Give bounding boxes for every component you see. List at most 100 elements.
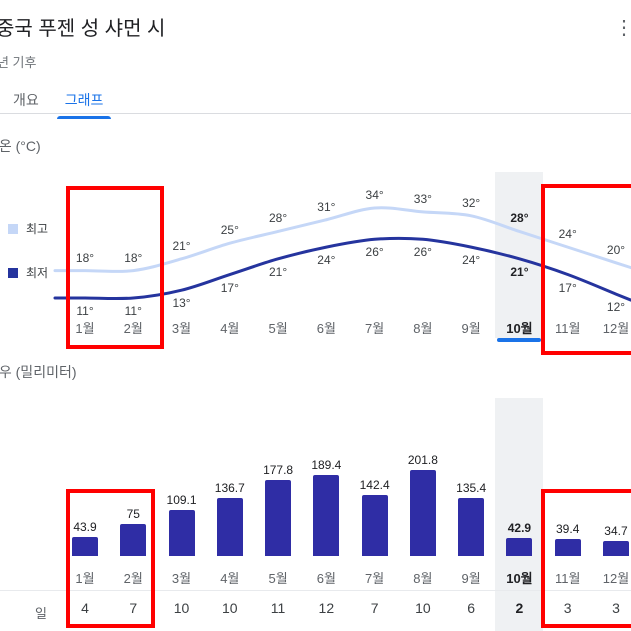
high-temp-label: 31°	[317, 199, 336, 214]
rainy-days-value[interactable]: 11	[270, 600, 286, 616]
temp-month-label[interactable]: 4월	[220, 321, 240, 336]
rain-value-label: 109.1	[166, 492, 197, 507]
high-temp-label: 34°	[365, 188, 384, 202]
rain-value-label: 42.9	[507, 520, 532, 535]
rain-bar[interactable]	[72, 537, 98, 556]
high-temp-label: 24°	[558, 227, 577, 242]
annotation-box	[66, 489, 155, 628]
rain-bar[interactable]	[554, 539, 581, 556]
legend-item-low: 최저	[8, 264, 48, 281]
low-temp-label: 26°	[413, 245, 432, 260]
rain-selected-month-band	[495, 398, 544, 631]
rain-bar[interactable]	[409, 470, 436, 556]
low-temp-label: 24°	[462, 253, 481, 268]
tab-bar-divider	[0, 113, 631, 114]
rainy-days-value[interactable]: 2	[515, 600, 524, 616]
rain-month-label[interactable]: 6월	[316, 571, 336, 586]
rain-value-label: 189.4	[311, 458, 342, 473]
high-temp-label: 18°	[75, 250, 95, 265]
temp-month-label[interactable]: 7월	[365, 321, 385, 336]
temp-month-label[interactable]: 10월	[506, 321, 533, 336]
low-temp-label: 17°	[558, 280, 577, 295]
temperature-section-label: 기온 (°C)	[0, 138, 41, 154]
rainfall-section-label: 강우 (밀리미터)	[0, 364, 77, 380]
temp-month-label[interactable]: 9월	[461, 321, 481, 336]
rain-bar[interactable]	[265, 480, 292, 556]
temp-month-label[interactable]: 12월	[602, 321, 630, 336]
temp-month-label[interactable]: 6월	[316, 321, 336, 336]
rain-month-label[interactable]: 11월	[554, 571, 581, 586]
low-temp-label: 17°	[220, 280, 239, 295]
rain-month-label[interactable]: 5월	[268, 571, 288, 586]
rain-month-label[interactable]: 12월	[602, 571, 630, 586]
temp-month-label[interactable]: 5월	[268, 321, 288, 336]
rainy-days-value[interactable]: 7	[129, 600, 138, 616]
rain-bar[interactable]	[313, 475, 340, 556]
legend-item-high: 최고	[8, 220, 48, 237]
chart-legend: 최고 최저	[8, 220, 48, 308]
rain-value-label: 135.4	[456, 481, 487, 496]
high-temp-label: 28°	[269, 211, 288, 226]
low-temp-label: 11°	[124, 303, 142, 318]
rain-value-label: 39.4	[556, 522, 580, 537]
rain-month-label[interactable]: 10월	[506, 571, 533, 586]
temp-month-label[interactable]: 2월	[123, 321, 143, 336]
rain-month-label[interactable]: 4월	[220, 571, 240, 586]
rain-month-label[interactable]: 7월	[365, 571, 385, 586]
rain-month-label[interactable]: 9월	[461, 571, 481, 586]
rain-bar[interactable]	[602, 541, 629, 556]
tab-bar: 개요 그래프	[0, 82, 117, 119]
rainy-days-value[interactable]: 10	[173, 600, 190, 616]
rain-bar[interactable]	[168, 509, 195, 556]
high-temp-label: 32°	[462, 195, 481, 210]
rain-value-label: 177.8	[263, 463, 294, 478]
high-temp-label: 18°	[124, 250, 143, 265]
temp-month-label[interactable]: 3월	[171, 321, 192, 336]
temp-month-label[interactable]: 1월	[75, 321, 95, 336]
rain-value-label: 43.9	[73, 520, 97, 535]
low-temp-label: 21°	[269, 264, 288, 279]
rain-month-label[interactable]: 8월	[413, 571, 433, 586]
temp-month-label[interactable]: 8월	[413, 321, 433, 336]
legend-label-high: 최고	[26, 222, 49, 236]
rainy-days-value[interactable]: 7	[370, 600, 379, 616]
rain-bar[interactable]	[458, 498, 485, 556]
rain-bar[interactable]	[361, 495, 388, 556]
temperature-line-chart	[53, 206, 631, 302]
rain-value-label: 136.7	[214, 480, 245, 495]
rainy-days-value[interactable]: 3	[612, 600, 620, 616]
rainy-days-row-label: 일	[35, 606, 47, 621]
tab-graph[interactable]: 그래프	[52, 82, 117, 119]
high-temp-label: 28°	[510, 211, 529, 226]
rainy-days-value[interactable]: 4	[81, 600, 89, 616]
low-temp-label: 13°	[172, 296, 191, 311]
rainy-days-value[interactable]: 6	[467, 600, 476, 616]
rainy-days-value[interactable]: 12	[318, 600, 335, 616]
rain-bar[interactable]	[120, 524, 147, 556]
low-temp-label: 26°	[365, 245, 384, 260]
low-temp-label: 21°	[510, 264, 529, 279]
selected-month-underline	[497, 338, 542, 342]
rain-month-label[interactable]: 1월	[75, 571, 95, 586]
rain-value-label: 142.4	[359, 478, 390, 493]
tab-overview[interactable]: 개요	[13, 92, 39, 108]
rainy-days-value[interactable]: 10	[415, 600, 431, 616]
more-options-icon[interactable]: ⋮	[610, 14, 631, 42]
high-temp-label: 21°	[172, 238, 191, 253]
rain-bar[interactable]	[216, 497, 243, 556]
temp-month-label[interactable]: 11월	[554, 321, 581, 336]
rain-month-label[interactable]: 2월	[123, 571, 143, 586]
high-temp-label: 20°	[606, 242, 626, 257]
rain-month-label[interactable]: 3월	[171, 571, 192, 586]
rainy-days-value[interactable]: 3	[563, 600, 572, 616]
high-series-swatch-icon	[8, 223, 18, 234]
page-title: 중국 푸젠 성 샤먼 시	[0, 18, 166, 40]
low-temperature-line	[53, 236, 631, 302]
rain-value-label: 34.7	[604, 524, 628, 539]
low-temp-label: 12°	[606, 300, 626, 315]
rain-bar[interactable]	[506, 537, 533, 556]
high-temp-label: 33°	[413, 191, 432, 206]
days-row-divider	[0, 590, 631, 591]
rainy-days-value[interactable]: 10	[222, 600, 238, 616]
